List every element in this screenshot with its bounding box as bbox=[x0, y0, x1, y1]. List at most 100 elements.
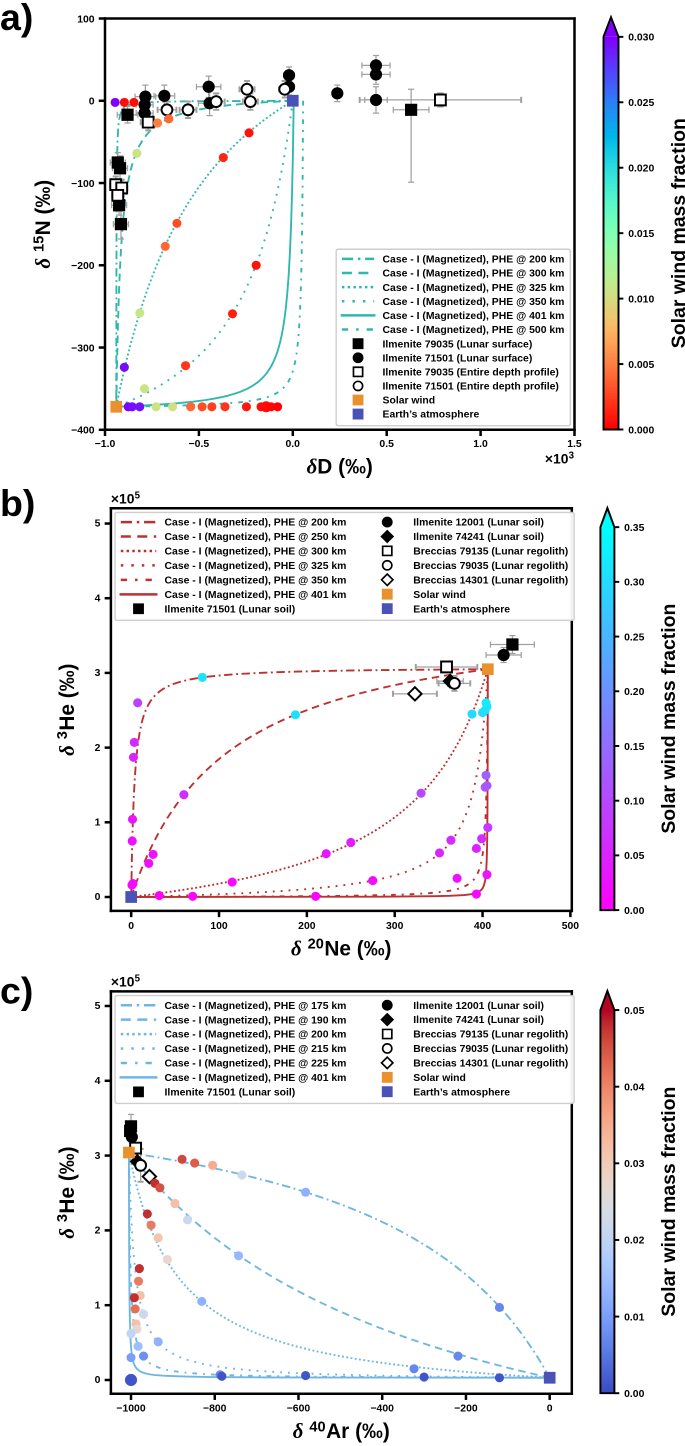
svg-text:Ilmenite 12001 (Lunar soil): Ilmenite 12001 (Lunar soil) bbox=[413, 1001, 544, 1012]
svg-text:0: 0 bbox=[547, 1404, 553, 1415]
svg-text:2: 2 bbox=[95, 743, 101, 754]
svg-text:Earth’s atmosphere: Earth’s atmosphere bbox=[413, 1087, 510, 1098]
svg-text:0.00: 0.00 bbox=[624, 906, 644, 917]
svg-text:Case - I (Magnetized), PHE @ 4: Case - I (Magnetized), PHE @ 401 km bbox=[383, 311, 565, 322]
svg-text:Solar wind: Solar wind bbox=[413, 590, 466, 601]
svg-text:1 . 0: 1 . 0 bbox=[473, 427, 488, 452]
svg-text:0 . 0: 0 . 0 bbox=[286, 427, 301, 452]
svg-text:Ilmenite 71501 (Entire depth p: Ilmenite 71501 (Entire depth profile) bbox=[383, 382, 559, 393]
svg-text:−600: −600 bbox=[287, 1404, 311, 1415]
svg-text:0.00: 0.00 bbox=[624, 1389, 644, 1400]
svg-text:5: 5 bbox=[95, 519, 101, 530]
svg-text:Ilmenite 74241 (Lunar soil): Ilmenite 74241 (Lunar soil) bbox=[413, 1015, 544, 1026]
svg-text:Breccias 79035 (Lunar regolith: Breccias 79035 (Lunar regolith) bbox=[413, 561, 568, 572]
svg-text:Solar wind mass fraction: Solar wind mass fraction bbox=[658, 604, 680, 834]
svg-text:Case - I (Magnetized), PHE @ 3: Case - I (Magnetized), PHE @ 350 km bbox=[165, 576, 347, 587]
svg-text:δ N: δ N ( ‰ ) 1 5 bbox=[23, 174, 55, 268]
svg-text:δ D (: δ D ( ‰ ) bbox=[307, 453, 373, 478]
svg-text:4: 4 bbox=[95, 593, 101, 604]
svg-text:400: 400 bbox=[474, 921, 492, 932]
svg-text:Case - I (Magnetized), PHE @ 3: Case - I (Magnetized), PHE @ 300 km bbox=[165, 547, 347, 558]
svg-text:0.04: 0.04 bbox=[624, 1082, 644, 1093]
svg-text:Case - I (Magnetized), PHE @ 3: Case - I (Magnetized), PHE @ 325 km bbox=[383, 283, 565, 294]
svg-text:δ A r: δ A r ( ‰ ) 4 0 bbox=[293, 1411, 396, 1443]
svg-text:500: 500 bbox=[562, 921, 580, 932]
svg-text:Solar wind mass fraction: Solar wind mass fraction bbox=[668, 118, 685, 348]
svg-text:δ H e: δ H e ( ‰ ) 3 bbox=[54, 1141, 79, 1239]
svg-text:0.20: 0.20 bbox=[624, 687, 644, 698]
svg-text:Case - I (Magnetized), PHE @ 2: Case - I (Magnetized), PHE @ 250 km bbox=[165, 532, 347, 543]
svg-text:Breccias 79135 (Lunar regolith: Breccias 79135 (Lunar regolith) bbox=[413, 547, 568, 558]
svg-text:0.010: 0.010 bbox=[628, 294, 654, 305]
svg-text:× 1 0 3: × 1 0 3 bbox=[545, 444, 575, 469]
svg-text:0.25: 0.25 bbox=[624, 632, 644, 643]
svg-text:0: 0 bbox=[95, 892, 101, 903]
svg-text:Case - I (Magnetized), PHE @ 2: Case - I (Magnetized), PHE @ 200 km bbox=[383, 255, 565, 266]
svg-text:Case - I (Magnetized), PHE @ 4: Case - I (Magnetized), PHE @ 401 km bbox=[165, 590, 347, 601]
svg-text:Breccias 14301 (Lunar regolith: Breccias 14301 (Lunar regolith) bbox=[413, 575, 568, 586]
svg-text:Case - I (Magnetized), PHE @ 3: Case - I (Magnetized), PHE @ 300 km bbox=[383, 269, 565, 280]
svg-text:Ilmenite 12001 (Lunar soil): Ilmenite 12001 (Lunar soil) bbox=[413, 518, 544, 529]
svg-text:− 0 .: − 0 . 5 bbox=[189, 427, 210, 452]
svg-text:−800: −800 bbox=[203, 1404, 227, 1415]
svg-text:4: 4 bbox=[95, 1076, 101, 1087]
svg-text:3: 3 bbox=[95, 1151, 101, 1162]
svg-text:0.03: 0.03 bbox=[624, 1159, 644, 1170]
svg-text:δ N e: δ N e ( ‰ ) 2 0 bbox=[291, 929, 397, 961]
svg-text:−200: −200 bbox=[71, 261, 95, 272]
svg-text:Earth’s atmosphere: Earth’s atmosphere bbox=[413, 604, 510, 615]
svg-text:Case - I (Magnetized), PHE @ 1: Case - I (Magnetized), PHE @ 190 km bbox=[165, 1015, 347, 1026]
svg-text:Case - I (Magnetized), PHE @ 3: Case - I (Magnetized), PHE @ 325 km bbox=[165, 561, 347, 572]
svg-text:1 . 5: 1 . 5 bbox=[567, 427, 582, 452]
svg-text:Breccias 79035 (Lunar regolith: Breccias 79035 (Lunar regolith) bbox=[413, 1044, 568, 1055]
svg-text:Ilmenite 74241 (Lunar soil): Ilmenite 74241 (Lunar soil) bbox=[413, 532, 544, 543]
svg-text:−100: −100 bbox=[71, 179, 95, 190]
svg-text:1: 1 bbox=[95, 817, 101, 828]
svg-text:−400: −400 bbox=[71, 426, 95, 437]
svg-text:1: 1 bbox=[95, 1300, 101, 1311]
svg-text:Case - I (Magnetized), PHE @ 2: Case - I (Magnetized), PHE @ 200 km bbox=[165, 518, 347, 529]
svg-text:Ilmenite 79035 (Lunar surface): Ilmenite 79035 (Lunar surface) bbox=[383, 339, 533, 350]
svg-text:0: 0 bbox=[95, 1375, 101, 1386]
svg-text:Breccias 79135 (Lunar regolith: Breccias 79135 (Lunar regolith) bbox=[413, 1030, 568, 1041]
svg-text:0.015: 0.015 bbox=[628, 229, 654, 240]
svg-text:0.35: 0.35 bbox=[624, 523, 644, 534]
svg-text:0: 0 bbox=[89, 97, 95, 108]
svg-text:Ilmenite 79035 (Entire depth p: Ilmenite 79035 (Entire depth profile) bbox=[383, 367, 559, 378]
svg-text:b): b) bbox=[0, 482, 35, 524]
svg-text:100: 100 bbox=[210, 921, 228, 932]
svg-text:0.025: 0.025 bbox=[628, 98, 654, 109]
svg-text:0 . 5: 0 . 5 bbox=[379, 427, 394, 452]
svg-text:0.01: 0.01 bbox=[624, 1312, 644, 1323]
svg-text:5: 5 bbox=[95, 1001, 101, 1012]
svg-text:0.30: 0.30 bbox=[624, 578, 644, 589]
svg-text:Ilmenite 71501 (Lunar soil): Ilmenite 71501 (Lunar soil) bbox=[165, 604, 296, 615]
svg-text:3: 3 bbox=[95, 668, 101, 679]
svg-text:300: 300 bbox=[386, 921, 404, 932]
svg-text:0.000: 0.000 bbox=[628, 425, 654, 436]
svg-text:−300: −300 bbox=[71, 343, 95, 354]
svg-text:−400: −400 bbox=[370, 1404, 394, 1415]
svg-text:− 1 .: − 1 . 0 bbox=[95, 427, 116, 452]
svg-text:Case - I (Magnetized), PHE @ 5: Case - I (Magnetized), PHE @ 500 km bbox=[383, 325, 565, 336]
svg-text:Case - I (Magnetized), PHE @ 4: Case - I (Magnetized), PHE @ 401 km bbox=[165, 1073, 347, 1084]
svg-text:Ilmenite 71501 (Lunar soil): Ilmenite 71501 (Lunar soil) bbox=[165, 1088, 296, 1099]
svg-text:0.02: 0.02 bbox=[624, 1236, 644, 1247]
svg-text:Solar wind: Solar wind bbox=[383, 396, 436, 407]
svg-text:0.15: 0.15 bbox=[624, 742, 644, 753]
svg-text:Case - I (Magnetized), PHE @ 1: Case - I (Magnetized), PHE @ 175 km bbox=[165, 1001, 347, 1012]
svg-text:0.05: 0.05 bbox=[624, 1006, 644, 1017]
svg-text:0.030: 0.030 bbox=[628, 33, 654, 44]
svg-text:a): a) bbox=[0, 0, 33, 38]
svg-text:Ilmenite 71501 (Lunar surface): Ilmenite 71501 (Lunar surface) bbox=[383, 353, 533, 364]
svg-text:−1000: −1000 bbox=[116, 1404, 145, 1415]
svg-text:0.005: 0.005 bbox=[628, 360, 654, 371]
svg-text:0.020: 0.020 bbox=[628, 163, 654, 174]
svg-text:2: 2 bbox=[95, 1226, 101, 1237]
svg-text:−200: −200 bbox=[454, 1404, 478, 1415]
svg-text:δ H e: δ H e ( ‰ ) 3 bbox=[54, 658, 79, 756]
svg-text:Breccias 14301 (Lunar regolith: Breccias 14301 (Lunar regolith) bbox=[413, 1059, 568, 1070]
svg-text:Solar wind mass fraction: Solar wind mass fraction bbox=[658, 1087, 680, 1317]
svg-text:0: 0 bbox=[128, 921, 134, 932]
svg-text:Solar wind: Solar wind bbox=[413, 1073, 466, 1084]
